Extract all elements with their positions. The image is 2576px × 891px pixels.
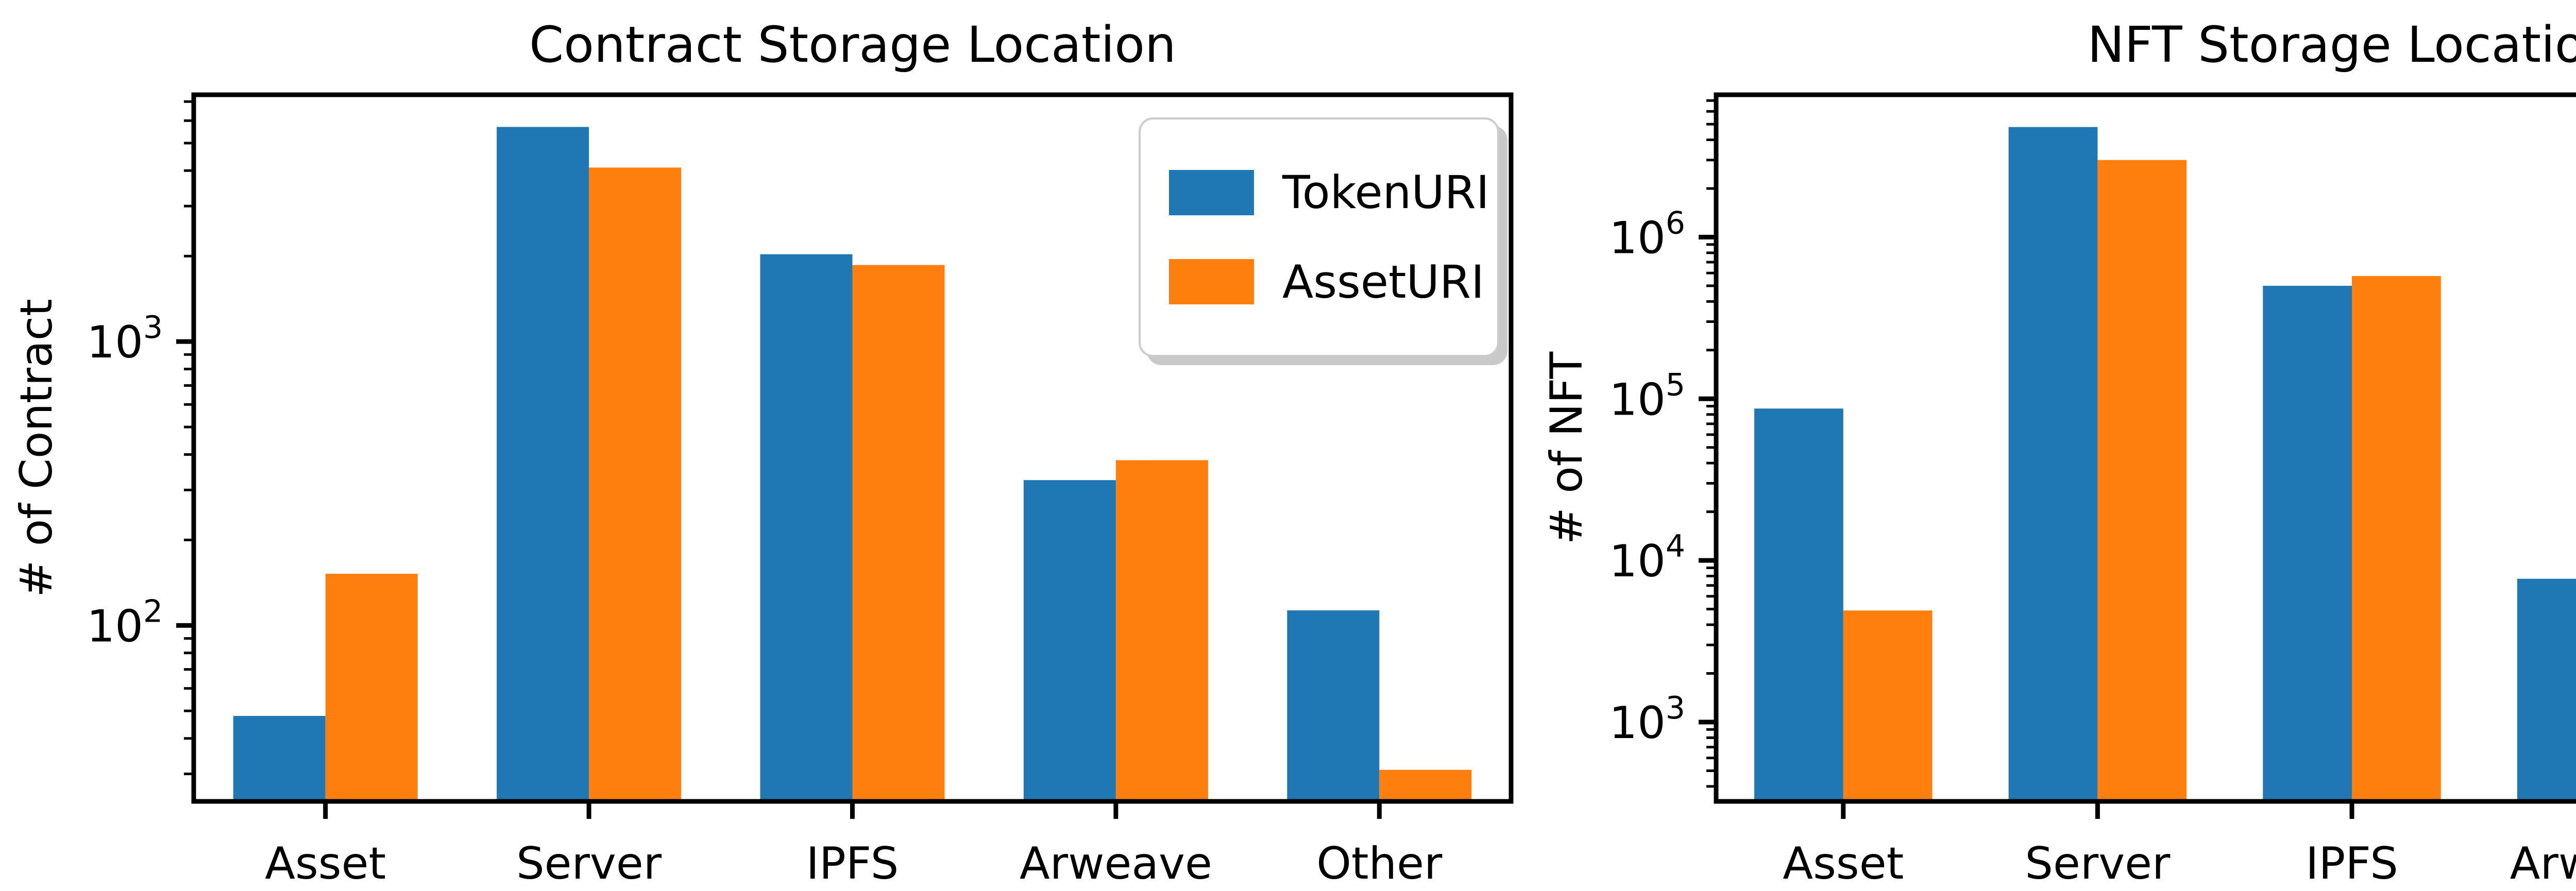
y-tick-label-1e4: 104 (1609, 528, 1685, 587)
y-tick-label-1e2: 102 (87, 593, 163, 652)
y-tick-label-1e5: 105 (1609, 367, 1685, 425)
bar-server-tokenuri (2008, 127, 2098, 802)
legend-swatch-asseturi (1169, 259, 1254, 305)
legend-label-asseturi: AssetURI (1282, 255, 1485, 309)
x-tick-label-ipfs: IPFS (2306, 838, 2398, 889)
x-tick-label-server: Server (2025, 838, 2171, 889)
plot-area-contract: 102 103 Asset Server IPFS Arweave Other (87, 92, 1514, 889)
bar-server-asseturi (589, 167, 682, 802)
y-axis-label-contract: # of Contract (11, 299, 62, 597)
y-tick-label-1e6: 106 (1609, 205, 1685, 264)
chart-title-contract: Contract Storage Location (529, 16, 1176, 74)
bar-asset-tokenuri (233, 716, 326, 801)
bar-other-asseturi (1379, 769, 1472, 801)
bar-server-asseturi (2097, 160, 2187, 801)
bar-other-tokenuri (1287, 610, 1380, 801)
bar-arweave-asseturi (1115, 460, 1208, 801)
chart-title-nft: NFT Storage Location (2088, 16, 2576, 74)
y-tick-label-1e3: 103 (87, 310, 163, 368)
bar-ipfs-asseturi (852, 265, 945, 801)
y-tick-label-1e3: 103 (1609, 690, 1685, 749)
bar-asset-tokenuri (1754, 408, 1843, 801)
legend-item-tokenuri: TokenURI (1169, 166, 1489, 219)
x-tick-label-asset: Asset (1783, 838, 1904, 889)
bar-asset-asseturi (325, 574, 418, 801)
legend-label-tokenuri: TokenURI (1282, 166, 1489, 219)
plot-area-nft: 103104105106AssetServerIPFSArweaveOther (1609, 92, 2576, 889)
bar-arweave-tokenuri (1023, 480, 1116, 801)
bar-arweave-tokenuri (2517, 578, 2576, 801)
x-tick-label-arweave: Arweave (2510, 838, 2576, 889)
axes-frame (191, 92, 1514, 804)
legend-item-asseturi: AssetURI (1169, 255, 1484, 309)
y-axis-ticks (1699, 99, 1716, 788)
bar-ipfs-tokenuri (2263, 285, 2352, 801)
x-tick-label-arweave: Arweave (1020, 838, 1212, 889)
x-tick-label-server: Server (516, 838, 662, 889)
bar-ipfs-asseturi (2352, 276, 2441, 801)
x-tick-label-other: Other (1316, 838, 1443, 889)
x-tick-label-asset: Asset (265, 838, 386, 889)
bar-ipfs-tokenuri (760, 254, 853, 802)
bar-server-tokenuri (497, 127, 589, 802)
y-axis-ticks (176, 100, 194, 776)
bar-asset-asseturi (1843, 610, 1933, 801)
legend-swatch-tokenuri (1169, 169, 1254, 215)
legend-contract: TokenURI AssetURI (1139, 117, 1499, 357)
x-tick-label-ipfs: IPFS (806, 838, 899, 889)
axes-frame (1714, 92, 2576, 804)
y-axis-label-nft: # of NFT (1541, 351, 1592, 544)
